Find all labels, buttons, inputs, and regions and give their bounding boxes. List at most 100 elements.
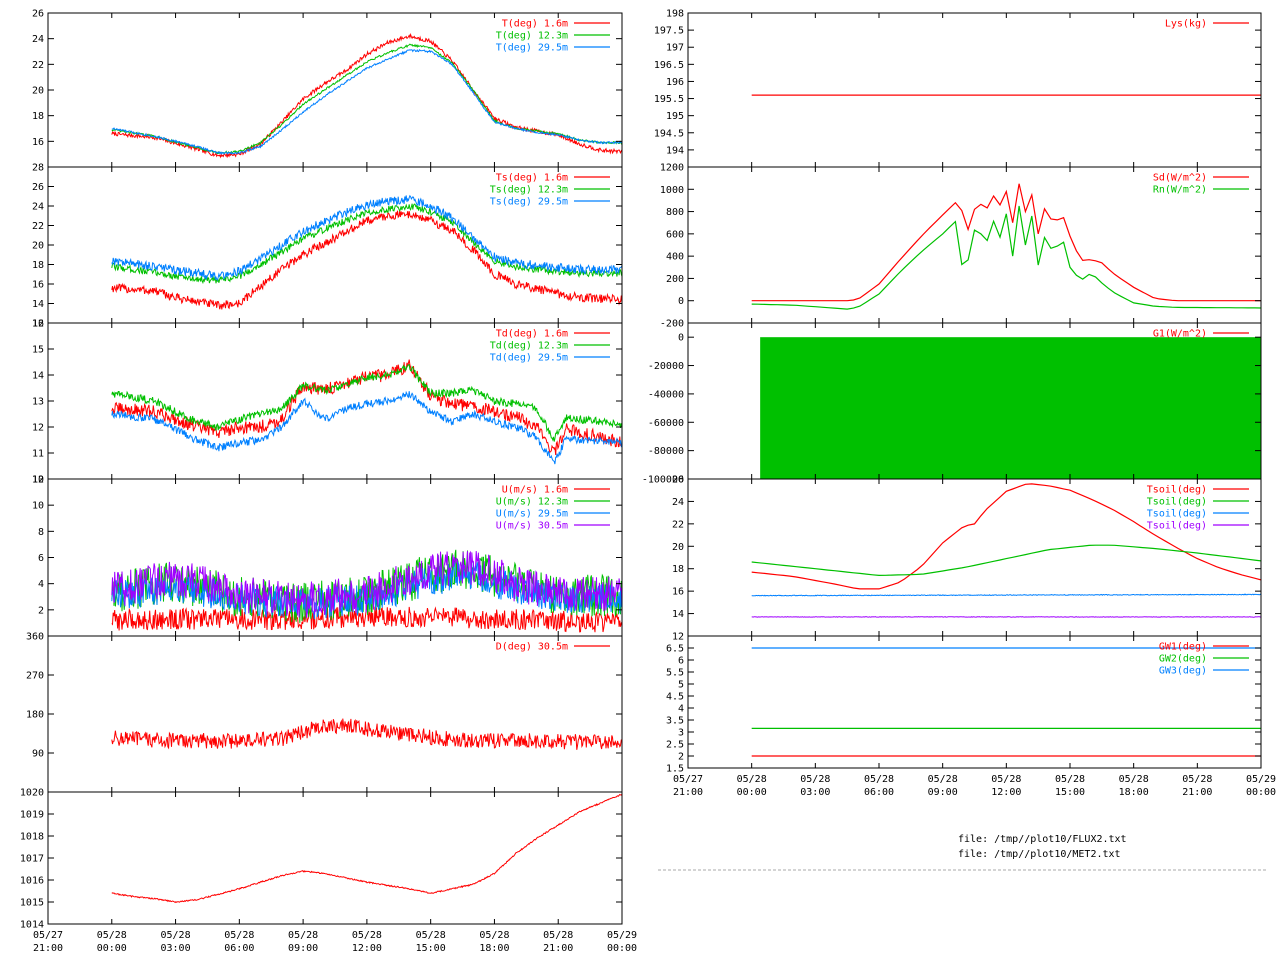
y-tick-label: 4: [678, 704, 684, 715]
legend-label: Tsoil(deg): [1147, 521, 1207, 532]
legend-label: U(m/s) 12.3m: [496, 497, 568, 508]
y-tick-label: 3.5: [666, 716, 684, 727]
legend-label: GW3(deg): [1159, 666, 1207, 677]
y-tick-label: 26: [32, 9, 44, 20]
legend-label: GW1(deg): [1159, 642, 1207, 653]
panel-3-data: [111, 549, 622, 633]
legend-label: U(m/s) 29.5m: [496, 509, 568, 520]
left-x-tick-label: 05/28: [479, 930, 509, 941]
left-x-tick-label: 09:00: [288, 943, 318, 954]
panel-1-data: [111, 194, 622, 310]
left-x-tick-label: 03:00: [161, 943, 191, 954]
y-tick-label: 16: [672, 587, 684, 598]
left-x-tick-label: 05/28: [416, 930, 446, 941]
y-tick-label: 24: [32, 202, 44, 213]
left-x-tick-label: 05/28: [352, 930, 382, 941]
left-x-tick-label: 05/28: [161, 930, 191, 941]
right-x-tick-label: 00:00: [737, 787, 767, 798]
y-tick-label: 5: [678, 680, 684, 691]
y-tick-label: 180: [26, 710, 44, 721]
panel-0: 16 18 20 22 24 26 T(deg) 1.6mT(deg) 12.3mT(deg…: [32, 9, 623, 168]
right-x-tick-label: 05/28: [800, 774, 830, 785]
y-tick-label: 5.5: [666, 668, 684, 679]
y-tick-label: -80000: [648, 446, 684, 457]
y-tick-label: 22: [672, 519, 684, 530]
legend-label: T(deg) 12.3m: [496, 31, 568, 42]
right-x-tick-label: 21:00: [673, 787, 703, 798]
left-x-tick-label: 05/28: [543, 930, 573, 941]
y-tick-label: 195: [666, 111, 684, 122]
series-line: [751, 616, 1261, 618]
file-info-met: file: /tmp//plot10/MET2.txt: [958, 849, 1121, 860]
y-tick-label: 400: [666, 252, 684, 263]
right-x-tick-label: 05/28: [1119, 774, 1149, 785]
y-tick-label: -60000: [648, 418, 684, 429]
y-tick-label: -20000: [648, 361, 684, 372]
left-x-tick-label: 18:00: [479, 943, 509, 954]
legend-label: T(deg) 1.6m: [502, 19, 568, 30]
y-tick-label: 10: [32, 475, 44, 486]
right-x-tick-label: 12:00: [991, 787, 1021, 798]
y-tick-label: 18: [32, 111, 44, 122]
y-tick-label: 3: [678, 728, 684, 739]
file-info-flux: file: /tmp//plot10/FLUX2.txt: [958, 834, 1127, 845]
y-tick-label: 20: [32, 86, 44, 97]
y-tick-label: 6.5: [666, 644, 684, 655]
series-line: [751, 183, 1261, 302]
y-tick-label: -40000: [648, 389, 684, 400]
y-tick-label: 197.5: [654, 26, 684, 37]
y-tick-label: 196.5: [654, 60, 684, 71]
series-line: [111, 210, 622, 310]
y-tick-label: 26: [672, 475, 684, 486]
series-line: [111, 793, 622, 904]
panel-4: 90 180 270 360 D(deg) 30.5m: [26, 632, 623, 793]
legend-label: Td(deg) 12.3m: [490, 341, 568, 352]
y-tick-label: 20: [32, 241, 44, 252]
series-line: [751, 544, 1261, 577]
y-tick-label: 270: [26, 671, 44, 682]
legend-label: Ts(deg) 12.3m: [490, 185, 568, 196]
y-tick-label: 4: [38, 579, 44, 590]
panel-7: -200 0 200 400 600 800 1000 1200 Sd(W/m^2)Rn(W/m…: [660, 163, 1262, 330]
y-tick-label: 12: [32, 475, 44, 486]
legend-label: U(m/s) 30.5m: [496, 521, 568, 532]
series-line: [111, 194, 622, 282]
left-x-tick-label: 00:00: [607, 943, 637, 954]
legend-label: G1(W/m^2): [1153, 329, 1207, 340]
y-tick-label: 195.5: [654, 94, 684, 105]
legend-label: Td(deg) 1.6m: [496, 329, 568, 340]
legend-label: Tsoil(deg): [1147, 509, 1207, 520]
panel-8-data: [760, 337, 1261, 479]
series-line: [751, 593, 1261, 597]
y-tick-label: 4.5: [666, 692, 684, 703]
right-x-tick-label: 05/28: [928, 774, 958, 785]
series-line: [111, 43, 622, 155]
y-tick-label: 194.5: [654, 128, 684, 139]
series-line: [111, 605, 622, 633]
y-tick-label: 24: [672, 497, 684, 508]
series-line: [111, 203, 622, 285]
y-tick-label: 8: [38, 527, 44, 538]
right-x-tick-label: 05/27: [673, 774, 703, 785]
right-x-tick-label: 09:00: [928, 787, 958, 798]
y-tick-label: 22: [32, 221, 44, 232]
y-tick-label: 26: [32, 182, 44, 193]
series-line: [111, 359, 622, 456]
right-x-tick-label: 05/28: [1055, 774, 1085, 785]
y-tick-label: 12: [32, 319, 44, 330]
y-tick-label: 2: [678, 752, 684, 763]
y-tick-label: 0: [678, 333, 684, 344]
y-tick-label: 16: [32, 137, 44, 148]
y-tick-label: 24: [32, 34, 44, 45]
y-tick-label: 1019: [20, 810, 44, 821]
y-tick-label: 1200: [660, 163, 684, 174]
right-x-tick-label: 21:00: [1182, 787, 1212, 798]
left-x-tick-label: 21:00: [543, 943, 573, 954]
y-tick-label: 800: [666, 207, 684, 218]
y-tick-label: 6: [678, 656, 684, 667]
series-line: [111, 550, 622, 618]
